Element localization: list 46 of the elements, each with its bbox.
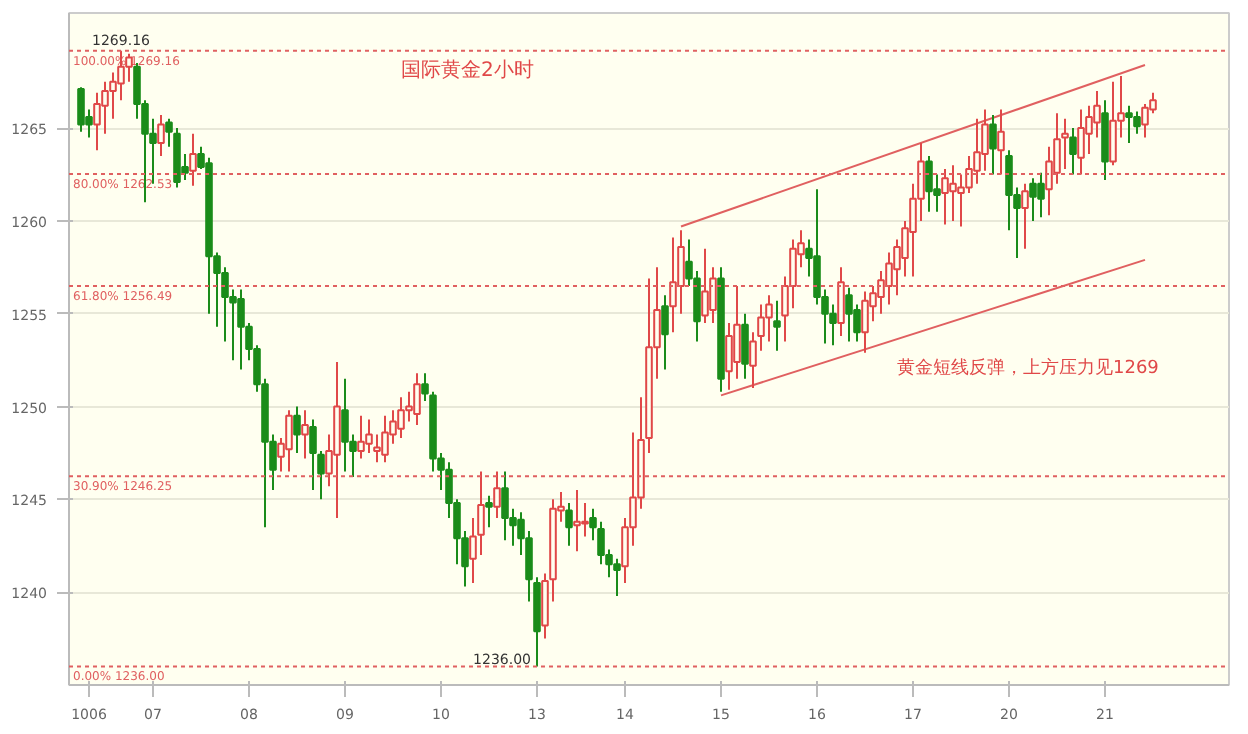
candlestick	[989, 114, 997, 176]
candlestick	[861, 290, 869, 354]
candlestick	[381, 414, 389, 464]
candlestick	[1069, 127, 1077, 176]
candlestick	[1021, 182, 1029, 250]
candlestick	[613, 557, 621, 597]
candlestick	[949, 164, 957, 222]
candlestick	[765, 294, 773, 343]
candlestick	[365, 418, 373, 454]
candlestick	[1037, 171, 1045, 219]
candlestick	[413, 372, 421, 427]
candlestick	[189, 132, 197, 187]
candlestick	[301, 409, 309, 460]
candlestick	[741, 312, 749, 380]
candlestick	[669, 236, 677, 334]
candlestick	[1133, 110, 1141, 135]
candlestick	[837, 266, 845, 338]
candlestick	[309, 418, 317, 492]
candlestick	[573, 489, 581, 553]
candlestick	[157, 114, 165, 157]
candlestick	[925, 154, 933, 213]
candlestick	[941, 167, 949, 226]
candlestick	[341, 377, 349, 473]
candlestick	[485, 494, 493, 529]
candlestick	[581, 502, 589, 538]
candlestick	[701, 247, 709, 325]
candlestick	[845, 286, 853, 343]
candlestick	[285, 409, 293, 473]
candlestick	[501, 470, 509, 542]
text: 国际黄金2小时	[401, 57, 534, 82]
candlestick	[397, 396, 405, 440]
candlestick	[1109, 80, 1117, 167]
candlestick	[237, 288, 245, 371]
candlestick	[973, 117, 981, 185]
candlestick	[565, 502, 573, 547]
candlestick	[997, 108, 1005, 176]
candlestick	[293, 405, 301, 454]
candlestick	[357, 414, 365, 460]
candlestick	[1125, 104, 1133, 144]
candlestick	[773, 299, 781, 352]
candlestick	[1029, 177, 1037, 222]
annotation: 黄金短线反弹，上方压力见1269	[897, 356, 1160, 379]
candlestick	[77, 86, 85, 133]
candlestick	[1077, 108, 1085, 176]
candlestick	[661, 294, 669, 371]
candlestick	[493, 470, 501, 519]
